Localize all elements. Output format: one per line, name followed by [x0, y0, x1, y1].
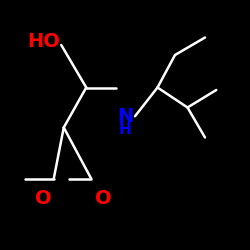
Text: H: H — [119, 122, 132, 138]
Text: O: O — [96, 189, 112, 208]
Text: HO: HO — [27, 32, 60, 51]
Text: O: O — [36, 189, 52, 208]
Text: N: N — [118, 107, 134, 126]
